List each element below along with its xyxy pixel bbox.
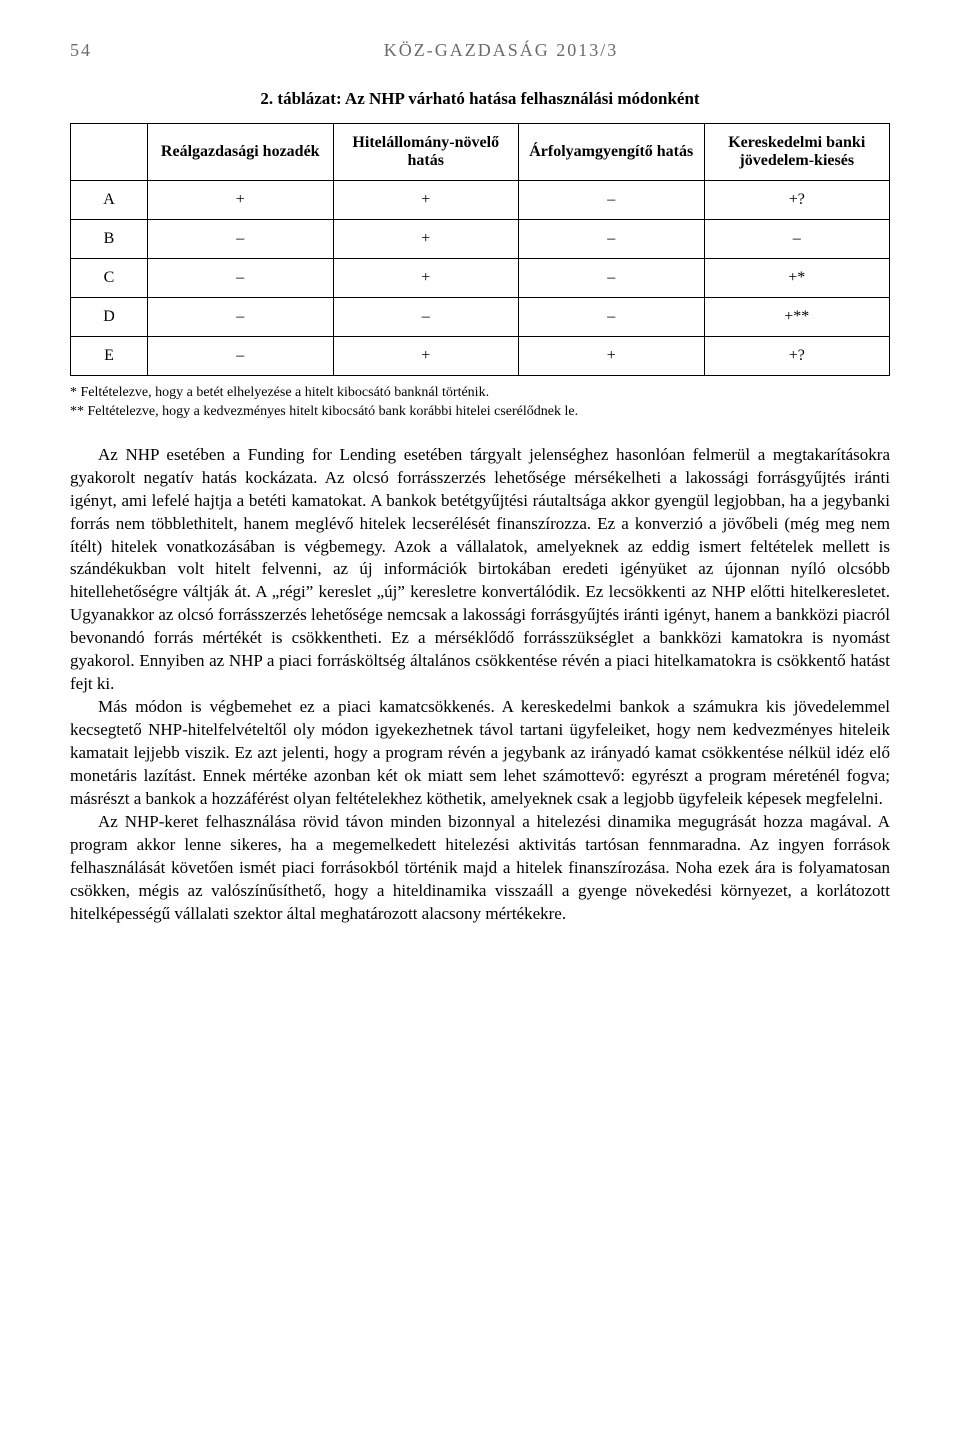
- col-header-3: Árfolyamgyengítő hatás: [519, 124, 705, 181]
- page-header: 54 KÖZ-GAZDASÁG 2013/3: [70, 40, 890, 61]
- table-caption: 2. táblázat: Az NHP várható hatása felha…: [70, 89, 890, 109]
- cell: +: [333, 259, 519, 298]
- cell: –: [519, 220, 705, 259]
- cell: –: [519, 298, 705, 337]
- cell: +?: [704, 337, 890, 376]
- nhp-table: Reálgazdasági hozadék Hitelállomány-növe…: [70, 123, 890, 376]
- col-header-4: Kereskedelmi banki jövedelem-kiesés: [704, 124, 890, 181]
- running-head: KÖZ-GAZDASÁG 2013/3: [112, 40, 890, 61]
- table-header-row: Reálgazdasági hozadék Hitelállomány-növe…: [71, 124, 890, 181]
- table-footnotes: * Feltételezve, hogy a betét elhelyezése…: [70, 384, 890, 422]
- col-header-blank: [71, 124, 148, 181]
- row-label: B: [71, 220, 148, 259]
- paragraph-3: Az NHP-keret felhasználása rövid távon m…: [70, 811, 890, 926]
- col-header-1: Reálgazdasági hozadék: [148, 124, 334, 181]
- footnote-2: ** Feltételezve, hogy a kedvezményes hit…: [70, 403, 890, 422]
- cell: +: [333, 220, 519, 259]
- cell: –: [148, 298, 334, 337]
- page-number: 54: [70, 40, 92, 61]
- row-label: A: [71, 181, 148, 220]
- table-row: C – + – +*: [71, 259, 890, 298]
- page: 54 KÖZ-GAZDASÁG 2013/3 2. táblázat: Az N…: [0, 0, 960, 985]
- table-row: B – + – –: [71, 220, 890, 259]
- col-header-2: Hitelállomány-növelő hatás: [333, 124, 519, 181]
- cell: +: [333, 181, 519, 220]
- footnote-1: * Feltételezve, hogy a betét elhelyezése…: [70, 384, 890, 403]
- cell: +: [333, 337, 519, 376]
- cell: –: [148, 259, 334, 298]
- cell: –: [333, 298, 519, 337]
- paragraph-2: Más módon is végbemehet ez a piaci kamat…: [70, 696, 890, 811]
- cell: +: [519, 337, 705, 376]
- cell: +: [148, 181, 334, 220]
- cell: –: [519, 259, 705, 298]
- row-label: E: [71, 337, 148, 376]
- cell: +?: [704, 181, 890, 220]
- cell: –: [704, 220, 890, 259]
- cell: –: [148, 220, 334, 259]
- cell: –: [148, 337, 334, 376]
- cell: –: [519, 181, 705, 220]
- paragraph-1: Az NHP esetében a Funding for Lending es…: [70, 444, 890, 696]
- body-text: Az NHP esetében a Funding for Lending es…: [70, 444, 890, 926]
- row-label: D: [71, 298, 148, 337]
- cell: +*: [704, 259, 890, 298]
- table-row: E – + + +?: [71, 337, 890, 376]
- table-row: D – – – +**: [71, 298, 890, 337]
- table-row: A + + – +?: [71, 181, 890, 220]
- row-label: C: [71, 259, 148, 298]
- cell: +**: [704, 298, 890, 337]
